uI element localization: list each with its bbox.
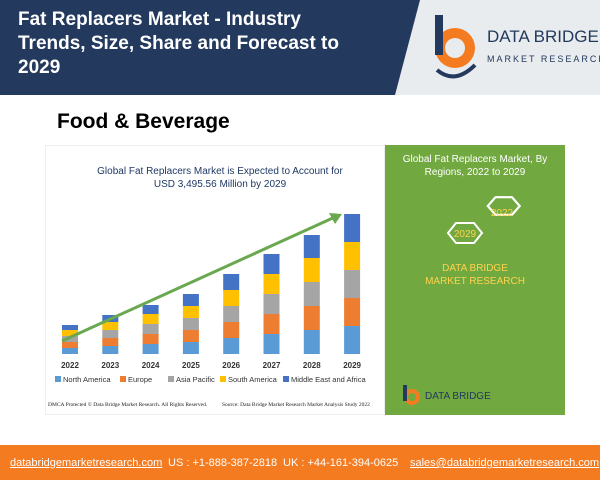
bar-segment xyxy=(182,294,199,306)
bar-segment xyxy=(263,294,280,314)
bar-segment xyxy=(102,338,119,346)
bar-segment xyxy=(102,330,119,338)
bar-segment xyxy=(303,235,320,258)
bar-segment xyxy=(142,344,159,354)
footer: databridgemarketresearch.com US : +1-888… xyxy=(0,445,600,480)
bar-segment xyxy=(223,306,240,322)
bar-segment xyxy=(62,325,78,330)
legend-swatch xyxy=(55,376,61,382)
bar-segment xyxy=(142,314,159,324)
logo-name: DATA BRIDGE xyxy=(487,27,599,46)
x-tick-label: 2024 xyxy=(142,361,160,370)
side-logo: DATA BRIDGE xyxy=(403,385,491,405)
bar-segment xyxy=(102,346,119,354)
chart: 2022 2023 2024 2025 2026 2027 2028 2029 North Am… xyxy=(55,213,366,384)
side-brand: DATA BRIDGE MARKET RESEARCH xyxy=(425,263,525,287)
x-tick-label: 2026 xyxy=(222,361,240,370)
section-title: Food & Beverage xyxy=(57,110,230,133)
side-panel xyxy=(385,145,565,415)
logo-tagline: MARKET RESEARCH xyxy=(487,54,600,64)
legend-swatch xyxy=(120,376,126,382)
note-right: Source: Data Bridge Market Research Mark… xyxy=(222,402,370,408)
bar-segment xyxy=(62,348,78,354)
bar-segment xyxy=(344,298,361,326)
bar-segment xyxy=(142,324,159,334)
legend-label: North America xyxy=(63,375,111,384)
bar-segment xyxy=(303,306,320,330)
bar-segment xyxy=(62,330,78,336)
x-tick-label: 2029 xyxy=(343,361,361,370)
header-band xyxy=(0,0,420,95)
bar-segment xyxy=(344,326,361,354)
bar-segment xyxy=(182,306,199,318)
logo-area xyxy=(395,0,600,95)
bar-segment xyxy=(263,334,280,354)
legend-label: South America xyxy=(228,375,278,384)
x-tick-label: 2022 xyxy=(61,361,79,370)
side-logo-name: DATA BRIDGE xyxy=(425,391,491,402)
bar-segment xyxy=(223,338,240,354)
x-tick-label: 2027 xyxy=(263,361,281,370)
page-title: Fat Replacers Market - Industry Trends, … xyxy=(18,9,339,78)
bar-segment xyxy=(223,274,240,290)
bar-segment xyxy=(303,282,320,306)
bar-segment xyxy=(344,214,361,242)
bar-segment xyxy=(182,318,199,330)
logo: DATA BRIDGE MARKET RESEARCH xyxy=(395,0,600,95)
x-tick-label: 2028 xyxy=(303,361,321,370)
legend-swatch xyxy=(283,376,289,382)
legend-label: Europe xyxy=(128,375,152,384)
bar-segment xyxy=(263,314,280,334)
bar-segment xyxy=(182,330,199,342)
hexagons: 2022 2029 xyxy=(446,196,522,244)
note-left: DMCA Protected © Data Bridge Market Rese… xyxy=(48,402,208,408)
x-tick-label: 2023 xyxy=(101,361,119,370)
bar-segment xyxy=(102,322,119,330)
side-title: Global Fat Replacers Market, By Regions,… xyxy=(402,154,548,178)
legend-swatch xyxy=(220,376,226,382)
hex-label: 2029 xyxy=(454,229,477,240)
bar-segment xyxy=(223,290,240,306)
email-link[interactable]: sales@databridgemarketresearch.com xyxy=(410,457,600,469)
website-link[interactable]: databridgemarketresearch.com xyxy=(10,457,163,469)
chart-title: Global Fat Replacers Market is Expected … xyxy=(97,166,343,190)
legend-label: Middle East and Africa xyxy=(291,375,366,384)
phone-us: US : +1-888-387-2818 xyxy=(168,457,278,469)
trend-arrow xyxy=(61,215,336,343)
bar-segment xyxy=(142,305,159,314)
bar-segment xyxy=(223,322,240,338)
bar-segment xyxy=(344,270,361,298)
hex-label: 2022 xyxy=(491,208,514,219)
arrow-head xyxy=(329,213,342,224)
bar-segment xyxy=(303,258,320,282)
bar-segment xyxy=(142,334,159,344)
bar-segment xyxy=(62,342,78,348)
legend-label: Asia Pacific xyxy=(176,375,215,384)
chart-panel xyxy=(45,145,385,415)
bar-segment xyxy=(263,254,280,274)
phone-uk: UK : +44-161-394-0625 xyxy=(283,457,399,469)
bar-segment xyxy=(263,274,280,294)
bar-segment xyxy=(344,242,361,270)
legend-swatch xyxy=(168,376,174,382)
bar-segment xyxy=(303,330,320,354)
bar-segment xyxy=(182,342,199,354)
x-tick-label: 2025 xyxy=(182,361,200,370)
